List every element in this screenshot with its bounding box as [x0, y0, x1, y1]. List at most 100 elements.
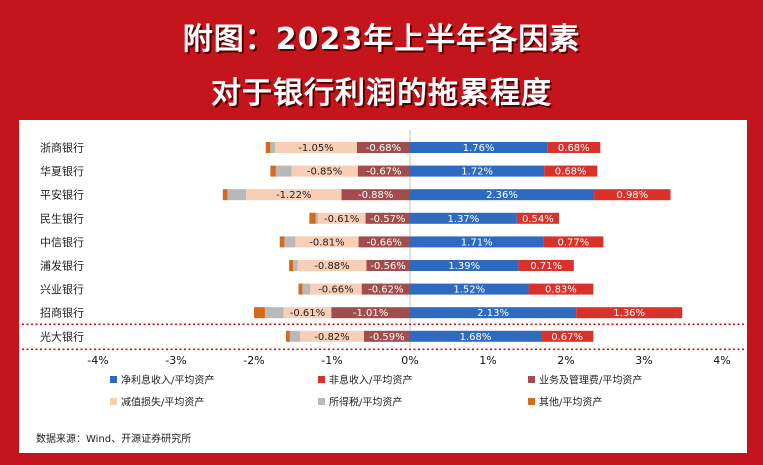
legend-label: 减值损失/平均资产: [121, 396, 204, 409]
category-label: 浙商银行: [40, 141, 84, 155]
bar-segment: [275, 165, 292, 177]
x-tick-label: 0%: [401, 354, 418, 367]
data-label: 1.52%: [453, 285, 485, 296]
bar-segment: [544, 165, 598, 177]
data-label: 0.71%: [530, 261, 562, 272]
data-label: -0.67%: [366, 167, 401, 178]
bar-segment: [222, 189, 228, 201]
x-tick-label: 4%: [713, 354, 730, 367]
x-tick-label: 2%: [557, 354, 574, 367]
bar-segment: [518, 260, 574, 271]
bar-segment: [297, 260, 367, 271]
category-label: 光大银行: [40, 329, 84, 343]
x-tick-label: -3%: [165, 354, 186, 367]
data-label: -0.66%: [367, 237, 402, 248]
data-label: -0.85%: [307, 167, 342, 178]
bar-segment: [410, 283, 529, 295]
title-line-2: 对于银行利润的拖累程度: [211, 76, 552, 111]
bar-segment: [361, 283, 410, 295]
bar-segment: [227, 189, 247, 201]
bar-segment: [317, 212, 366, 224]
title-line-1: 附图：2023年上半年各因素: [182, 22, 581, 57]
data-label: 2.36%: [486, 190, 518, 201]
bar-segment: [309, 212, 316, 224]
bar-segment: [528, 283, 594, 295]
bar-segment: [270, 142, 276, 153]
bar-segment: [289, 330, 301, 342]
data-label: -0.62%: [368, 285, 403, 296]
legend-label: 非息收入/平均资产: [329, 374, 412, 387]
data-label: 1.36%: [613, 308, 645, 319]
bar-segment: [284, 236, 296, 248]
bar-segment: [246, 189, 342, 201]
data-label: -0.57%: [370, 214, 405, 225]
bar-segment: [279, 236, 285, 248]
data-label: 1.71%: [461, 237, 493, 248]
bar-segment: [275, 142, 357, 153]
data-label: 1.76%: [463, 143, 495, 154]
legend-label: 所得税/平均资产: [329, 396, 402, 409]
bar-segment: [541, 330, 594, 342]
category-label: 招商银行: [40, 306, 84, 320]
data-label: 0.77%: [558, 237, 590, 248]
bar-segment: [363, 330, 410, 342]
data-label: 0.98%: [616, 190, 648, 201]
bar-segment: [291, 165, 358, 177]
bar-segment: [410, 189, 595, 201]
x-tick-label: 3%: [635, 354, 652, 367]
legend-swatch: [528, 398, 535, 405]
data-label: 0.83%: [545, 285, 577, 296]
data-label: -0.88%: [314, 261, 349, 272]
x-tick-label: -2%: [243, 354, 264, 367]
legend-swatch: [110, 376, 117, 383]
bar-segment: [410, 307, 577, 319]
bar-segment: [300, 330, 364, 342]
bar-segment: [315, 212, 318, 224]
bar-segment: [576, 307, 683, 319]
data-label: -0.61%: [324, 214, 359, 225]
data-label: -0.66%: [318, 285, 353, 296]
bar-segment: [283, 307, 332, 319]
data-label: -0.82%: [314, 332, 349, 343]
bar-segment: [295, 236, 359, 248]
bar-segment: [298, 283, 303, 295]
category-label: 华夏银行: [40, 164, 84, 178]
data-label: -1.01%: [353, 308, 388, 319]
bar-segment: [270, 165, 276, 177]
data-label: 0.68%: [558, 143, 590, 154]
data-label: 1.39%: [448, 261, 480, 272]
data-label: 1.37%: [448, 214, 480, 225]
bar-segment: [358, 236, 410, 248]
bar-segment: [366, 260, 410, 271]
legend-swatch: [110, 398, 117, 405]
bar-segment: [410, 236, 544, 248]
bar-segment: [289, 260, 293, 271]
bar-segment: [310, 283, 362, 295]
legend-swatch: [528, 376, 535, 383]
bar-segment: [331, 307, 410, 319]
category-label: 浦发银行: [40, 259, 84, 273]
data-source-note: 数据来源：Wind、开源证券研究所: [36, 434, 192, 445]
bar-segment: [410, 260, 519, 271]
category-label: 民生银行: [40, 211, 84, 225]
legend-swatch: [318, 398, 325, 405]
legend-label: 业务及管理费/平均资产: [539, 374, 642, 387]
data-label: 1.72%: [461, 167, 493, 178]
data-label: -0.59%: [369, 332, 404, 343]
x-tick-label: -1%: [321, 354, 342, 367]
bar-segment: [594, 189, 671, 201]
data-label: -0.61%: [290, 308, 325, 319]
data-label: 0.67%: [551, 332, 583, 343]
data-label: 0.68%: [555, 167, 587, 178]
category-label: 兴业银行: [40, 282, 84, 296]
bar-segment: [264, 307, 284, 319]
data-label: -0.56%: [370, 261, 405, 272]
bar-segment: [341, 189, 410, 201]
data-label: 0.54%: [522, 214, 554, 225]
bar-segment: [410, 330, 542, 342]
data-label: 2.13%: [477, 308, 509, 319]
category-label: 中信银行: [40, 235, 84, 249]
data-label: -1.05%: [298, 143, 333, 154]
bar-segment: [365, 212, 410, 224]
